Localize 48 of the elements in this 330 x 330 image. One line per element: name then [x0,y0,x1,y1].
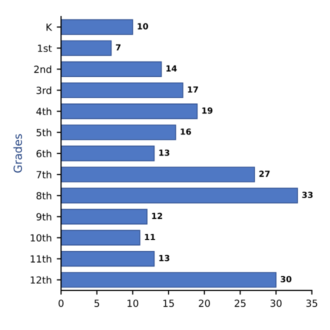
data-label: 27 [259,170,270,177]
bar [61,188,298,204]
x-tick-label: 20 [198,300,210,307]
data-label: 17 [188,86,198,93]
y-tick-label: 11th [30,255,52,262]
y-tick-label: 12th [30,276,52,284]
y-tick-label: 8th [36,192,52,200]
data-label: 12 [152,212,162,219]
data-label: 13 [159,254,170,262]
y-tick-label: 3rd [36,86,52,94]
data-label: 7 [116,44,121,50]
y-tick-label: 10th [30,234,52,242]
y-tick-label: 2nd [34,65,52,74]
x-tick-label: 0 [58,300,64,307]
bar [61,104,198,120]
y-axis-title: Grades [13,134,22,173]
y-tick-label: 9th [36,212,52,220]
y-tick-label: 1st [38,44,52,52]
data-label: 11 [144,234,156,240]
bar [61,272,276,288]
bar [61,19,134,35]
x-tick-label: 15 [163,300,174,307]
y-tick-label: K [46,24,52,31]
x-tick-label: 30 [270,300,282,307]
data-label: 19 [202,107,212,114]
bar [61,61,162,77]
bar [61,82,184,98]
bar [61,146,155,162]
bar [61,230,140,246]
data-label: 33 [302,192,313,198]
x-tick-label: 25 [234,300,246,307]
x-tick-label: 35 [306,300,318,307]
y-tick-label: 7th [36,170,52,178]
data-label: 16 [180,128,192,135]
x-tick-label: 5 [94,300,100,307]
bar [61,40,112,56]
data-label: 14 [166,65,177,72]
bar [61,124,176,140]
y-tick-label: 4th [36,108,52,116]
x-tick-label: 10 [128,300,138,307]
bar [61,166,255,182]
y-tick-label: 5th [36,128,52,136]
data-label: 10 [138,23,148,30]
bar [61,251,155,267]
bar [61,208,148,224]
y-tick-label: 6th [36,150,52,158]
data-label: 13 [159,150,170,156]
data-label: 30 [280,276,292,282]
